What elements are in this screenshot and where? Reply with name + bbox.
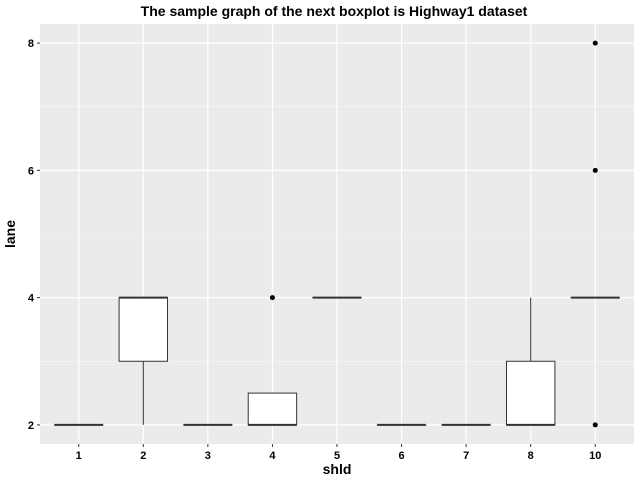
x-tick-label: 3 [205,450,211,462]
y-tick-label: 4 [28,293,35,305]
x-tick-label: 6 [399,450,405,462]
x-tick-label: 2 [140,450,146,462]
box-8 [505,297,556,426]
x-tick-label: 1 [76,450,82,462]
outlier-point [592,40,598,46]
y-axis-ticks: 2 4 6 8 [28,38,40,432]
box-2 [118,296,169,425]
box-4 [247,295,298,426]
x-axis-label: shld [323,461,352,477]
box-rect [118,297,169,362]
box-10 [570,40,620,428]
x-axis-ticks: 1 2 3 4 5 6 7 8 10 [76,444,601,462]
box-rect [505,360,556,426]
outlier-point [592,167,598,173]
x-tick-label: 7 [463,450,469,462]
box-group [54,40,620,428]
x-tick-label: 4 [269,450,276,462]
y-tick-label: 2 [28,420,34,432]
box-rect [247,392,298,426]
y-axis-label: lane [2,220,18,248]
outlier-point [592,422,598,428]
x-tick-label: 10 [589,450,601,462]
outlier-point [269,295,275,301]
x-tick-label: 8 [528,450,534,462]
y-tick-label: 8 [28,38,34,50]
grid-major-lines [40,24,634,444]
x-tick-label: 5 [334,450,340,462]
y-tick-label: 6 [28,165,34,177]
chart-title: The sample graph of the next boxplot is … [141,3,528,19]
